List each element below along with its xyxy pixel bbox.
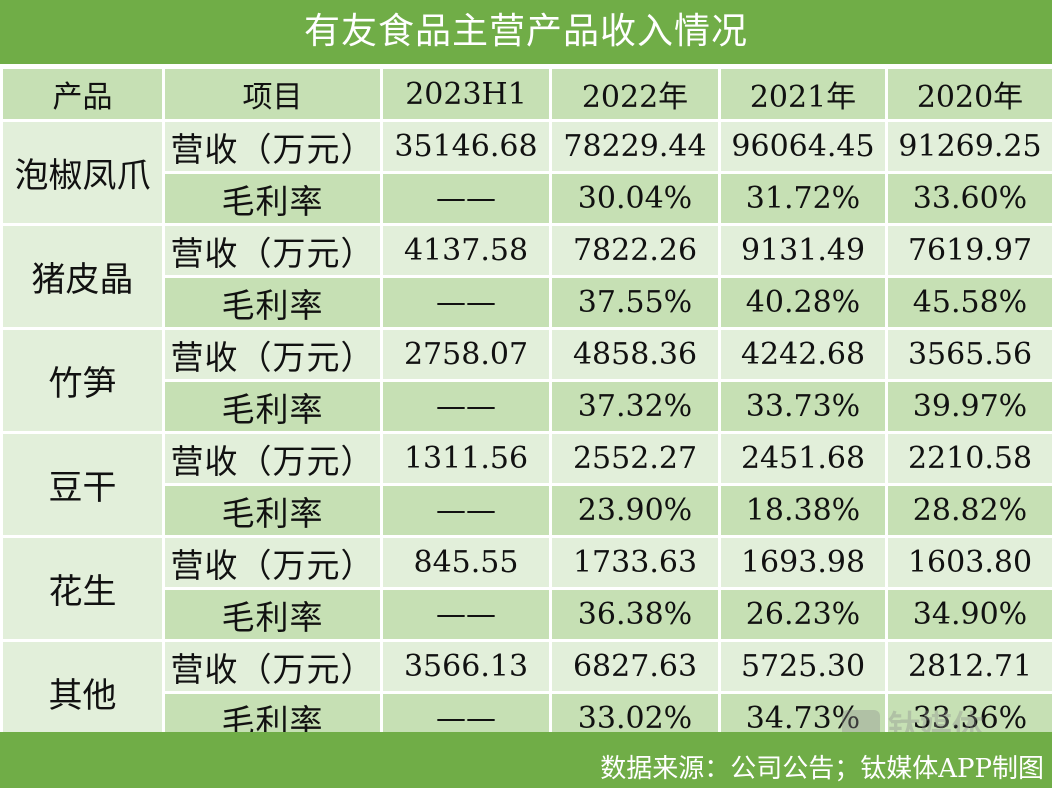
table-row: 豆干 营收（万元） 1311.56 2552.27 2451.68 2210.58 (0, 431, 1052, 538)
value-cell: 1693.98 (718, 535, 888, 590)
value-cell: 1733.63 (549, 535, 721, 590)
table-row: 泡椒凤爪 营收（万元） 35146.68 78229.44 96064.45 91269.… (0, 119, 1052, 226)
metric-label-cell: 毛利率 (162, 275, 383, 330)
value-cell: 6827.63 (549, 639, 721, 694)
metric-label-cell: 毛利率 (162, 483, 383, 538)
value-cell: 31.72% (718, 171, 888, 226)
product-name-cell: 泡椒凤爪 (0, 119, 165, 226)
table-row: 毛利率 —— 37.32% 33.73% 39.97% (2, 379, 1052, 434)
header-cell-2022: 2022年 (549, 66, 721, 122)
header-row: 产品 项目 2023H1 2022年 2021年 2020年 (0, 66, 1052, 122)
product-name-cell: 竹笋 (0, 327, 165, 434)
value-cell: 37.55% (549, 275, 721, 330)
value-cell: 28.82% (885, 483, 1052, 538)
value-cell: 1603.80 (885, 535, 1052, 590)
table-body: 产品 项目 2023H1 2022年 2021年 2020年 泡椒凤爪 营收（万元… (0, 66, 1052, 746)
value-cell: 2552.27 (549, 431, 721, 486)
value-cell: 7619.97 (885, 223, 1052, 278)
value-cell: 18.38% (718, 483, 888, 538)
header-cell-2023h1: 2023H1 (380, 66, 552, 122)
value-cell: 30.04% (549, 171, 721, 226)
revenue-table: 产品 项目 2023H1 2022年 2021年 2020年 泡椒凤爪 营收（万元… (0, 66, 1052, 746)
value-cell: 3566.13 (380, 639, 552, 694)
value-cell: —— (380, 483, 552, 538)
table-title: 有友食品主营产品收入情况 (0, 0, 1052, 64)
value-cell: 40.28% (718, 275, 888, 330)
value-cell: 845.55 (380, 535, 552, 590)
metric-label-cell: 毛利率 (162, 171, 383, 226)
value-cell: —— (380, 275, 552, 330)
table-row: 花生 营收（万元） 845.55 1733.63 1693.98 1603.80 (0, 535, 1052, 642)
value-cell: 5725.30 (718, 639, 888, 694)
metric-label-cell: 营收（万元） (162, 327, 383, 382)
value-cell: 2210.58 (885, 431, 1052, 486)
metric-label-cell: 毛利率 (162, 379, 383, 434)
value-cell: 4242.68 (718, 327, 888, 382)
table-row: 竹笋 营收（万元） 2758.07 4858.36 4242.68 3565.56 (0, 327, 1052, 434)
value-cell: 2451.68 (718, 431, 888, 486)
value-cell: 33.60% (885, 171, 1052, 226)
table-row: 毛利率 —— 30.04% 31.72% 33.60% (2, 171, 1052, 226)
product-name-cell: 花生 (0, 535, 165, 642)
value-cell: 34.90% (885, 587, 1052, 642)
product-name-cell: 猪皮晶 (0, 223, 165, 330)
value-cell: 3565.56 (885, 327, 1052, 382)
metric-label-cell: 毛利率 (162, 587, 383, 642)
value-cell: 91269.25 (885, 119, 1052, 174)
footer-bar: 数据来源：公司公告；钛媒体APP制图 (0, 732, 1052, 788)
header-cell-product: 产品 (0, 66, 165, 122)
product-name-cell: 其他 (0, 639, 165, 746)
value-cell: 45.58% (885, 275, 1052, 330)
value-cell: 2812.71 (885, 639, 1052, 694)
header-cell-item: 项目 (162, 66, 383, 122)
product-name-cell: 豆干 (0, 431, 165, 538)
value-cell: 33.73% (718, 379, 888, 434)
metric-label-cell: 营收（万元） (162, 535, 383, 590)
table-row: 其他 营收（万元） 3566.13 6827.63 5725.30 2812.71 (0, 639, 1052, 746)
value-cell: 4858.36 (549, 327, 721, 382)
value-cell: 35146.68 (380, 119, 552, 174)
value-cell: 96064.45 (718, 119, 888, 174)
value-cell: 26.23% (718, 587, 888, 642)
metric-label-cell: 营收（万元） (162, 223, 383, 278)
value-cell: 36.38% (549, 587, 721, 642)
value-cell: 7822.26 (549, 223, 721, 278)
value-cell: 9131.49 (718, 223, 888, 278)
value-cell: 39.97% (885, 379, 1052, 434)
value-cell: 2758.07 (380, 327, 552, 382)
source-note: 数据来源：公司公告；钛媒体APP制图 (600, 754, 1044, 784)
metric-label-cell: 营收（万元） (162, 431, 383, 486)
value-cell: —— (380, 379, 552, 434)
header-cell-2021: 2021年 (718, 66, 888, 122)
table-row: 毛利率 —— 36.38% 26.23% 34.90% (2, 587, 1052, 642)
value-cell: 78229.44 (549, 119, 721, 174)
value-cell: 4137.58 (380, 223, 552, 278)
value-cell: —— (380, 587, 552, 642)
metric-label-cell: 营收（万元） (162, 119, 383, 174)
table-row: 毛利率 —— 37.55% 40.28% 45.58% (2, 275, 1052, 330)
metric-label-cell: 营收（万元） (162, 639, 383, 694)
value-cell: 37.32% (549, 379, 721, 434)
table-row: 猪皮晶 营收（万元） 4137.58 7822.26 9131.49 7619.97 (0, 223, 1052, 330)
header-cell-2020: 2020年 (885, 66, 1052, 122)
value-cell: —— (380, 171, 552, 226)
value-cell: 1311.56 (380, 431, 552, 486)
value-cell: 23.90% (549, 483, 721, 538)
table-row: 毛利率 —— 23.90% 18.38% 28.82% (2, 483, 1052, 538)
